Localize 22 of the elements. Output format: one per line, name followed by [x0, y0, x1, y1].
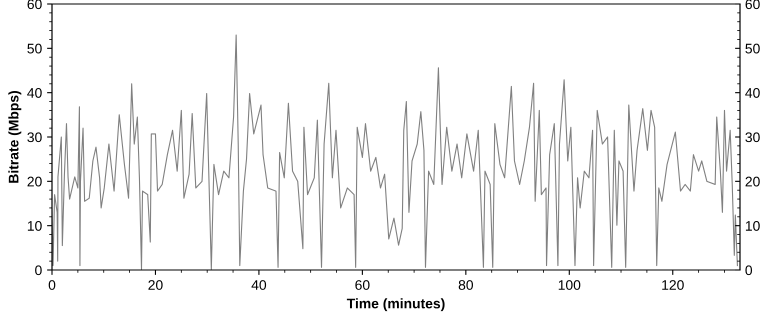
- x-tick-label: 60: [355, 280, 370, 290]
- y2-tick-label: 0: [745, 265, 752, 276]
- y-tick-label: 20: [28, 176, 42, 187]
- x-axis-title: Time (minutes): [346, 298, 445, 312]
- y-tick-label: 50: [27, 44, 42, 54]
- x-tick-label: 120: [662, 280, 684, 290]
- x-tick-label: 40: [252, 280, 266, 290]
- x-tick-label: 80: [458, 280, 474, 290]
- y-tick-label: 0: [35, 265, 42, 276]
- x-tick-label: 0: [48, 280, 56, 290]
- line-series: [52, 34, 738, 270]
- y2-tick-label: 30: [745, 132, 760, 142]
- y2-tick-label: 50: [745, 44, 760, 54]
- y2-tick-label: 20: [746, 176, 760, 187]
- x-tick-label: 100: [558, 280, 580, 290]
- y-tick-label: 10: [28, 221, 42, 231]
- y-tick-label: 40: [27, 88, 42, 98]
- y-tick-label: 30: [27, 132, 42, 142]
- y-axis-title: Bitrate (Mbps): [8, 91, 22, 183]
- y2-tick-label: 40: [745, 88, 760, 98]
- x-tick-label: 20: [148, 280, 163, 290]
- y2-tick-label: 10: [746, 221, 760, 231]
